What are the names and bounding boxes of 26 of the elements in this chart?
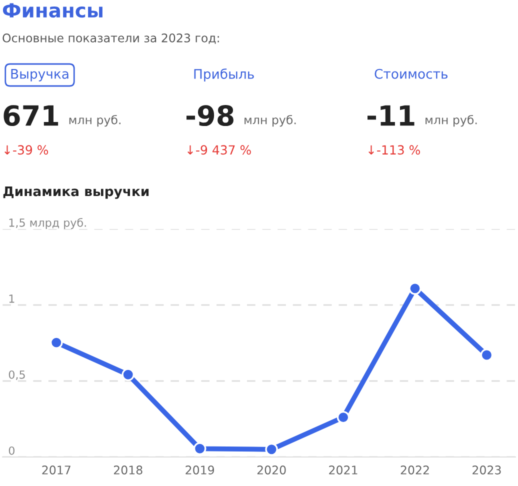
text: 671 <box>4 105 58 126</box>
x-tick-label: 2018 <box>114 466 142 474</box>
x-tick-label: 2017 <box>42 466 70 474</box>
text: ↓-113 % <box>368 145 420 155</box>
text: -11 <box>368 105 414 126</box>
x-tick-label: 2022 <box>400 466 429 474</box>
text: ↓-39 % <box>4 145 48 155</box>
category-label: Прибыль <box>194 68 254 82</box>
y-tick-label: 0,5 <box>8 370 25 380</box>
y-tick-label: 1,5 млрд руб. <box>9 218 86 229</box>
x-tick-label: 2019 <box>186 466 214 474</box>
x-tick-label: 2020 <box>257 466 286 474</box>
x-tick-label: 2023 <box>472 466 501 474</box>
y-tick-label: 0 <box>8 446 14 455</box>
text: ↓-9 437 % <box>188 145 251 155</box>
text: Основные показатели за 2023 год: <box>2 33 219 44</box>
text: млн руб. <box>426 114 477 127</box>
text: млн руб. <box>69 114 120 127</box>
x-tick-label: 2021 <box>329 466 358 474</box>
text: млн руб. <box>244 114 296 127</box>
text: -98 <box>186 105 234 126</box>
category-label: Выручка <box>11 69 68 82</box>
text: Финансы <box>2 3 102 18</box>
chart-title: Динамика выручки <box>3 186 149 199</box>
category-label: Стоимость <box>374 68 448 79</box>
y-tick-label: 1 <box>9 294 14 303</box>
